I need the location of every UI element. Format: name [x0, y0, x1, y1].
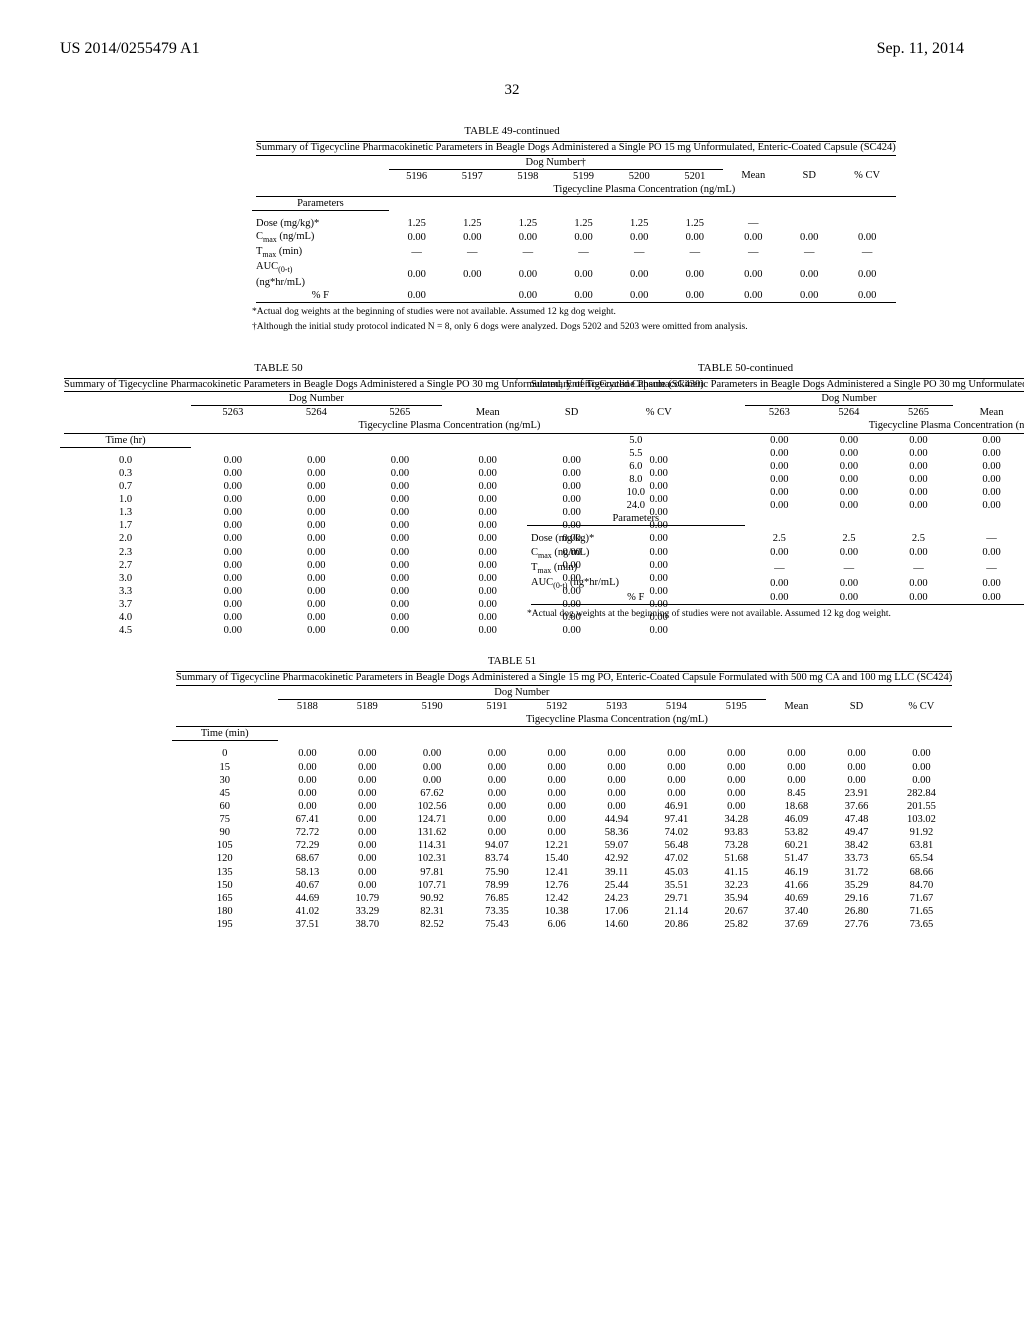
table-row: 9072.720.00131.620.000.0058.3674.0293.83… [172, 826, 956, 839]
table-row: 8.00.000.000.000.000.000.00 [527, 473, 1024, 486]
table-row: 10572.290.00114.3194.0712.2159.0756.4873… [172, 839, 956, 852]
table-row: 24.00.000.000.000.000.000.00 [527, 499, 1024, 512]
table-row: 18041.0233.2982.3173.3510.3817.0621.1420… [172, 905, 956, 918]
table-row: 450.000.0067.620.000.000.000.000.008.452… [172, 787, 956, 800]
patent-date: Sep. 11, 2014 [877, 40, 964, 58]
table-row: 5.50.000.000.000.000.000.00 [527, 447, 1024, 460]
table-row: 5.00.000.000.000.000.000.00 [527, 434, 1024, 447]
table-row: % F 0.000.000.000.000.000.000.000.00 [252, 289, 900, 302]
table-row: 13558.130.0097.8175.9012.4139.1145.0341.… [172, 866, 956, 879]
table-51-title: TABLE 51 [172, 655, 852, 667]
patent-id: US 2014/0255479 A1 [60, 40, 200, 58]
table-50b-footnote: *Actual dog weights at the beginning of … [527, 609, 964, 620]
table-row: AUC(0-t) (ng*hr/mL) 0.000.000.000.000.00… [527, 576, 1024, 591]
table-row: 600.000.00102.560.000.000.0046.910.0018.… [172, 800, 956, 813]
table-51-caption: Summary of Tigecycline Pharmacokinetic P… [172, 672, 956, 685]
table-49-section: Parameters [252, 197, 389, 211]
table-49-footnote-2: †Although the initial study protocol ind… [252, 322, 772, 333]
table-row: 12068.670.00102.3183.7415.4042.9247.0251… [172, 852, 956, 865]
table-row: 16544.6910.7990.9276.8512.4224.2329.7135… [172, 892, 956, 905]
table-row: Cmax (ng/mL) 0.000.000.000.000.000.00 [527, 546, 1024, 561]
table-row: % F 0.000.000.000.000.000.00 [527, 591, 1024, 604]
table-49-footnote-1: *Actual dog weights at the beginning of … [252, 307, 772, 318]
table-row: Tmax (min) —————— [527, 561, 1024, 576]
table-row: AUC(0-t)(ng*hr/mL) 0.000.000.000.000.000… [252, 260, 900, 288]
table-row: 15040.670.00107.7178.9912.7625.4435.5132… [172, 879, 956, 892]
table-row: Tmax (min) ————————— [252, 245, 900, 260]
table-49: TABLE 49-continued Summary of Tigecyclin… [252, 125, 772, 334]
table-row: 10.00.000.000.000.000.000.00 [527, 486, 1024, 499]
table-row: Dose (mg/kg)* 1.251.251.251.251.251.25— [252, 217, 900, 230]
table-50-right: TABLE 50-continued Summary of Tigecyclin… [527, 354, 964, 638]
table-row: 7567.410.00124.710.000.0044.9497.4134.28… [172, 813, 956, 826]
table-row: 6.00.000.000.000.000.000.00 [527, 460, 1024, 473]
page-number: 32 [60, 82, 964, 99]
table-row: 19537.5138.7082.5275.436.0614.6020.8625.… [172, 918, 956, 931]
table-row: Cmax (ng/mL) 0.000.000.000.000.000.000.0… [252, 230, 900, 245]
page-header: US 2014/0255479 A1 Sep. 11, 2014 [60, 40, 964, 58]
table-51: TABLE 51 Summary of Tigecycline Pharmaco… [172, 655, 852, 931]
table-49-subheader: Tigecycline Plasma Concentration (ng/mL) [389, 183, 900, 196]
table-50-title: TABLE 50 [60, 362, 497, 374]
table-49-title: TABLE 49-continued [252, 125, 772, 137]
table-50b-caption: Summary of Tigecycline Pharmacokinetic P… [527, 379, 1024, 392]
table-row: 150.000.000.000.000.000.000.000.000.000.… [172, 761, 956, 774]
table-49-columns: 5196 5197 5198 5199 5200 5201 Mean SD % … [252, 169, 900, 183]
table-49-caption: Summary of Tigecycline Pharmacokinetic P… [252, 142, 900, 155]
table-row: Dose (mg/kg)* 2.52.52.5— [527, 532, 1024, 545]
table-49-group-header: Dog Number† [389, 156, 723, 170]
table-50b-title: TABLE 50-continued [527, 362, 964, 374]
table-row: 00.000.000.000.000.000.000.000.000.000.0… [172, 747, 956, 760]
table-50-left: TABLE 50 Summary of Tigecycline Pharmaco… [60, 354, 497, 638]
table-row: 300.000.000.000.000.000.000.000.000.000.… [172, 774, 956, 787]
